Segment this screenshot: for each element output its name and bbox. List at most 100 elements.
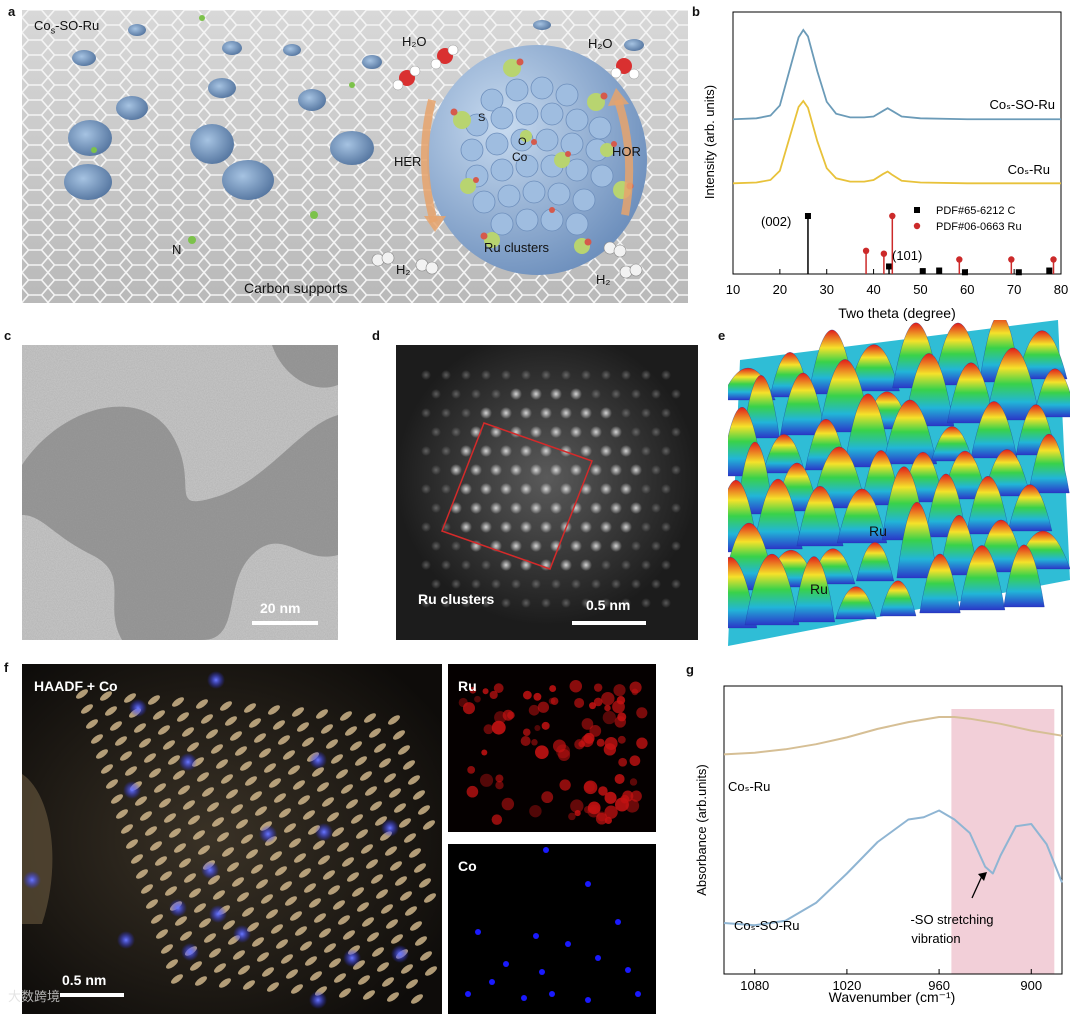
atom-spot xyxy=(641,446,651,456)
legend-ru-marker xyxy=(913,222,921,230)
atom-spot xyxy=(490,502,502,514)
atom-column xyxy=(423,820,435,830)
atom-column xyxy=(262,967,274,977)
atom-column xyxy=(225,716,237,726)
atom-column xyxy=(110,721,122,731)
atom-column xyxy=(153,710,165,720)
atom-spot xyxy=(550,464,562,476)
xrd-xtick-label: 80 xyxy=(1054,282,1068,297)
ir-series-bottom-label: Coₛ-SO-Ru xyxy=(734,918,800,933)
atom-column xyxy=(289,838,301,848)
panel-c-label: c xyxy=(4,328,12,343)
ref-c-marker xyxy=(936,267,943,274)
ru-signal xyxy=(589,725,602,737)
ru-signal xyxy=(541,721,550,730)
atom-column xyxy=(184,873,196,883)
atom-column xyxy=(140,811,152,821)
atom-column xyxy=(279,808,291,818)
co-atom xyxy=(169,899,187,917)
f-main-caption: HAADF + Co xyxy=(34,678,118,694)
atom-column xyxy=(371,874,383,884)
s-atom-label: S xyxy=(478,112,486,124)
ru-signal xyxy=(481,749,488,756)
atom-spot xyxy=(661,598,671,608)
atom-column xyxy=(305,956,317,966)
atom-column xyxy=(405,906,417,916)
atom-column xyxy=(317,782,329,792)
atom-column xyxy=(322,797,334,807)
atom-column xyxy=(194,903,206,913)
atom-column xyxy=(164,813,176,823)
atom-column xyxy=(207,802,219,812)
atom-column xyxy=(350,741,362,751)
atom-spot xyxy=(570,388,582,400)
intensity-peak xyxy=(753,479,803,550)
atom-column xyxy=(91,734,103,744)
ru-signal xyxy=(570,799,584,813)
hydrogen-molecules xyxy=(371,241,643,279)
ru-signal xyxy=(601,691,615,706)
haadf-scale-label: 0.5 nm xyxy=(586,597,631,613)
ru-signal xyxy=(489,690,498,700)
atom-column xyxy=(388,715,400,725)
xrd-series-top-label: Coₛ-SO-Ru xyxy=(989,97,1055,112)
ru-signal xyxy=(574,810,581,817)
atom-column xyxy=(408,775,420,785)
atom-column xyxy=(227,862,239,872)
atom-column xyxy=(387,992,399,1002)
atom-spot xyxy=(441,522,451,532)
panel-f-label: f xyxy=(4,660,9,675)
atom-spot xyxy=(421,560,431,570)
tem-image xyxy=(22,345,338,640)
carbon-supports-label: Carbon supports xyxy=(244,280,348,296)
intensity-peak xyxy=(970,401,1018,459)
ref-c-marker xyxy=(1015,269,1022,276)
ru-signal xyxy=(593,683,603,692)
atom-column xyxy=(319,928,331,938)
atom-column xyxy=(298,795,310,805)
ru-signal xyxy=(587,804,601,818)
watermark: 大数跨境 xyxy=(8,989,61,1004)
co-signal xyxy=(565,941,571,947)
atom-spot xyxy=(451,427,461,437)
intensity-peak xyxy=(856,542,894,582)
co-atom xyxy=(123,781,141,799)
intensity-surface xyxy=(702,314,1077,646)
ru-signal xyxy=(495,781,504,790)
atom-column xyxy=(273,720,285,730)
ru-signal xyxy=(482,688,489,695)
atom-column xyxy=(294,853,306,863)
ru-signal xyxy=(613,684,626,697)
co-signal xyxy=(543,847,549,853)
ir-ylabel: Absorbance (arb.units) xyxy=(694,764,709,896)
atom-column xyxy=(141,884,153,894)
peak-101-label: (101) xyxy=(892,248,922,263)
ru-signal xyxy=(604,791,617,804)
atom-spot xyxy=(591,389,601,399)
atom-column xyxy=(195,976,207,986)
atom-column xyxy=(340,711,352,721)
n-dopant-label: N xyxy=(172,242,182,257)
atom-spot xyxy=(641,522,651,532)
co-atom xyxy=(201,861,219,879)
atom-column xyxy=(377,962,389,972)
ru-signal xyxy=(569,679,583,693)
atom-column xyxy=(213,890,225,900)
atom-column xyxy=(204,933,216,943)
atom-column xyxy=(136,869,148,879)
intensity-peak xyxy=(744,554,800,626)
atom-column xyxy=(189,888,201,898)
atom-spot xyxy=(610,464,622,476)
atom-column xyxy=(237,892,249,902)
atom-column xyxy=(318,855,330,865)
atom-spot xyxy=(530,426,542,438)
co-atom xyxy=(179,753,197,771)
atom-spot xyxy=(491,389,501,399)
co-signal xyxy=(549,991,555,997)
ref-c-marker xyxy=(961,269,968,276)
atom-column xyxy=(151,914,163,924)
atom-spot xyxy=(581,370,591,380)
ru-signal xyxy=(593,697,603,707)
co-atom xyxy=(315,823,333,841)
atom-column xyxy=(398,745,410,755)
